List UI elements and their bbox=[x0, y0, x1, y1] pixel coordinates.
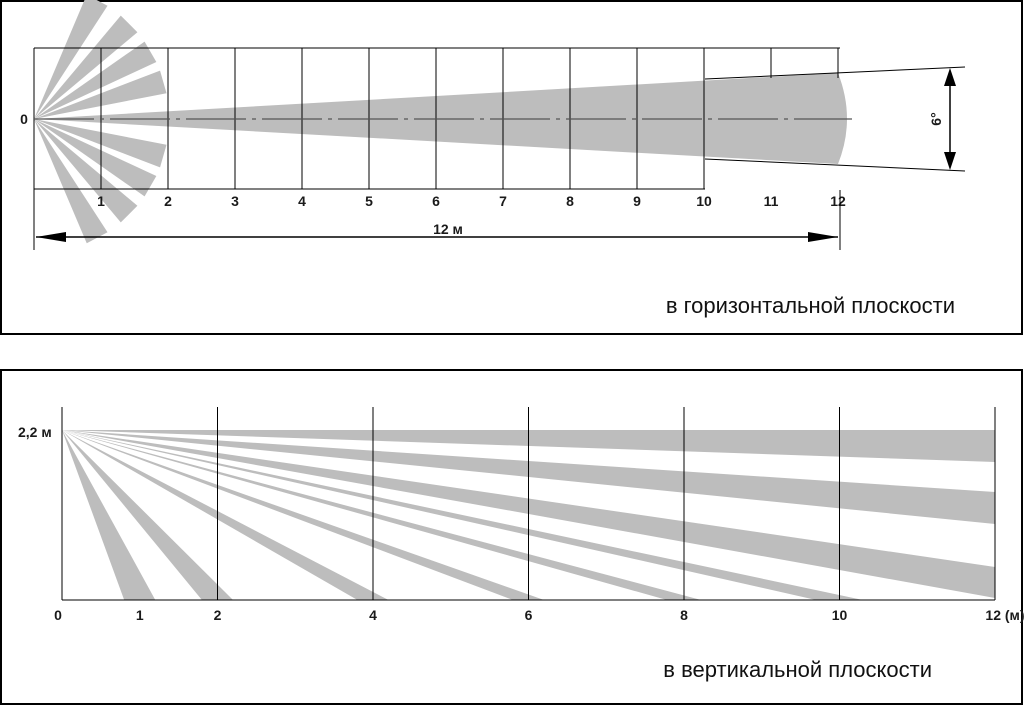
vertical-tick-label: 12 (м) bbox=[985, 607, 1024, 623]
fan-beam bbox=[34, 15, 138, 120]
horizontal-panel-frame bbox=[0, 0, 1023, 335]
height-label: 2,2 м bbox=[18, 424, 52, 440]
horizontal-tick-labels: 1 2 3 4 5 6 7 8 9 10 11 12 bbox=[97, 193, 846, 209]
horizontal-plane-panel: 6° 0 1 2 3 4 5 6 7 8 9 10 11 12 12 м в горизонтальн… bbox=[0, 0, 1023, 335]
angle-label: 6° bbox=[928, 112, 944, 125]
vertical-tick-labels: 0 1 2 4 6 8 10 12 (м) bbox=[54, 607, 1024, 623]
vertical-tick-label: 2 bbox=[214, 607, 222, 623]
horizontal-tick-label: 12 bbox=[830, 193, 846, 209]
vertical-plane-panel: 2,2 м 0 1 2 4 6 8 10 12 (м) в вертикальной плос… bbox=[0, 369, 1024, 705]
angle-indicator: 6° bbox=[704, 66, 966, 172]
fan-beam bbox=[34, 119, 167, 168]
fan-beam bbox=[34, 119, 138, 223]
ground-beam bbox=[62, 430, 234, 600]
horizontal-tick-label: 3 bbox=[231, 193, 239, 209]
vertical-panel-frame bbox=[0, 369, 1023, 705]
ground-beam bbox=[62, 430, 156, 600]
angle-arrow-down-icon bbox=[944, 152, 956, 170]
horizontal-tick-label: 2 bbox=[164, 193, 172, 209]
ground-beam bbox=[62, 430, 863, 600]
range-arrow-right-icon bbox=[808, 232, 838, 242]
vertical-tick-label: 6 bbox=[525, 607, 533, 623]
vertical-grid bbox=[61, 407, 996, 601]
range-arrow-left-icon bbox=[36, 232, 66, 242]
vertical-caption: в вертикальной плоскости bbox=[663, 657, 932, 682]
horizontal-tick-label: 7 bbox=[499, 193, 507, 209]
fan-beam bbox=[34, 70, 167, 119]
horizontal-tick-label: 11 bbox=[764, 193, 779, 209]
horizontal-tick-label: 4 bbox=[298, 193, 306, 209]
fan-beam bbox=[34, 119, 157, 197]
horizontal-tick-label: 8 bbox=[566, 193, 574, 209]
vertical-tick-label: 4 bbox=[369, 607, 377, 623]
fan-beam bbox=[34, 41, 157, 119]
horizontal-tick-label: 6 bbox=[432, 193, 440, 209]
vertical-tick-label: 1 bbox=[136, 607, 144, 623]
vertical-tick-label: 0 bbox=[54, 607, 62, 623]
angle-arrow-up-icon bbox=[944, 68, 956, 86]
range-label: 12 м bbox=[433, 221, 463, 237]
ground-beam bbox=[62, 430, 389, 600]
angle-lower-line bbox=[704, 158, 966, 172]
vertical-tick-label: 10 bbox=[832, 607, 848, 623]
fan-beam bbox=[34, 119, 108, 244]
horizontal-tick-label: 9 bbox=[633, 193, 641, 209]
horizontal-tick-label: 10 bbox=[696, 193, 712, 209]
range-dimension: 12 м bbox=[36, 190, 841, 250]
angle-upper-line bbox=[704, 66, 966, 80]
ground-beam bbox=[62, 430, 545, 600]
horizontal-origin-label: 0 bbox=[20, 111, 28, 127]
ground-beam bbox=[62, 430, 702, 600]
vertical-tick-label: 8 bbox=[680, 607, 688, 623]
horizontal-caption: в горизонтальной плоскости bbox=[666, 293, 955, 318]
horizontal-tick-label: 1 bbox=[97, 193, 105, 209]
horizontal-tick-label: 5 bbox=[365, 193, 373, 209]
fan-beam bbox=[34, 0, 108, 119]
